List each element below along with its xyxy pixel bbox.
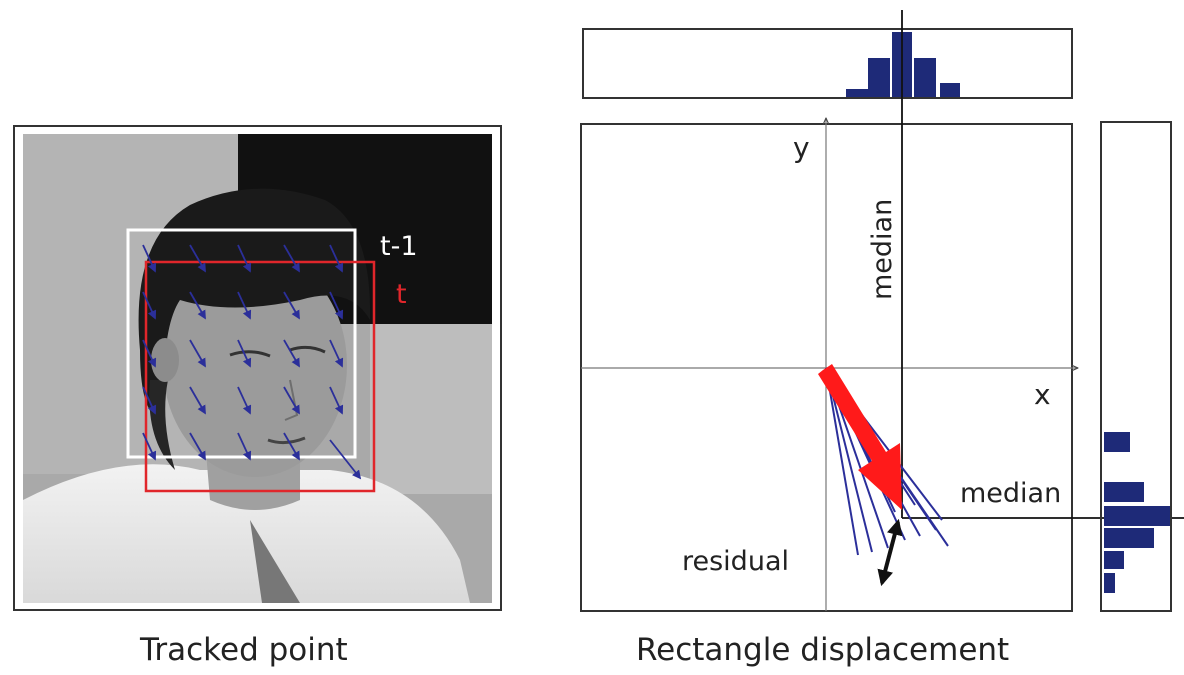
top-histogram-bar [914, 58, 936, 97]
right-histogram-bar [1104, 551, 1124, 569]
right-histogram-bar [1104, 482, 1144, 502]
right-histogram [1104, 432, 1170, 593]
left-caption: Tracked point [140, 632, 348, 668]
motion-vector [142, 386, 157, 415]
box-previous-frame [126, 228, 357, 459]
y-axis-label: y [793, 131, 810, 164]
box-label-previous: t-1 [380, 231, 418, 262]
motion-vector [283, 386, 300, 415]
median-horizontal-label: median [960, 478, 1061, 509]
motion-vector [283, 432, 300, 461]
motion-vector [237, 244, 252, 273]
top-histogram-bar [868, 58, 890, 97]
motion-vector [283, 244, 300, 273]
motion-vectors [142, 244, 362, 480]
motion-vector [189, 432, 206, 461]
top-histogram-bar [846, 89, 868, 97]
right-caption: Rectangle displacement [636, 632, 1010, 668]
motion-vector [329, 339, 344, 368]
right-histogram-bar [1104, 573, 1115, 593]
top-histogram-frame [582, 28, 1073, 99]
motion-vector [142, 291, 157, 320]
box-label-current: t [396, 279, 407, 310]
motion-vector [189, 244, 206, 273]
box-current-frame [144, 260, 376, 493]
residual-arrow [877, 518, 903, 587]
motion-vector [142, 339, 157, 368]
motion-vector [329, 439, 362, 480]
displacement-vector [825, 367, 859, 556]
motion-vector [283, 339, 300, 368]
motion-vector [189, 386, 206, 415]
motion-vector [237, 291, 252, 320]
face-photo [23, 134, 492, 603]
tracked-point-panel: t-1 t [13, 125, 502, 611]
motion-vector [237, 386, 252, 415]
right-histogram-bar [1104, 432, 1130, 452]
motion-vector [283, 291, 300, 320]
right-histogram-bar [1104, 528, 1154, 548]
motion-vector [329, 244, 344, 273]
motion-vector [329, 291, 344, 320]
right-histogram-frame [1100, 121, 1172, 612]
photo-frame [13, 125, 502, 611]
rectangle-displacement-panel: y x median median residual [580, 10, 1184, 612]
motion-vector [142, 244, 157, 273]
median-vertical-label: median [867, 199, 898, 300]
motion-vector [189, 339, 206, 368]
right-histogram-bar [1104, 506, 1170, 526]
top-histogram-bar [940, 83, 960, 97]
residual-label: residual [682, 546, 789, 577]
motion-vector [189, 291, 206, 320]
x-axis-label: x [1034, 378, 1051, 411]
motion-vector [237, 432, 252, 461]
motion-vector [329, 386, 344, 415]
motion-vector [142, 432, 157, 461]
motion-vector [237, 339, 252, 368]
top-histogram [846, 32, 960, 97]
median-displacement-arrow [818, 364, 902, 510]
